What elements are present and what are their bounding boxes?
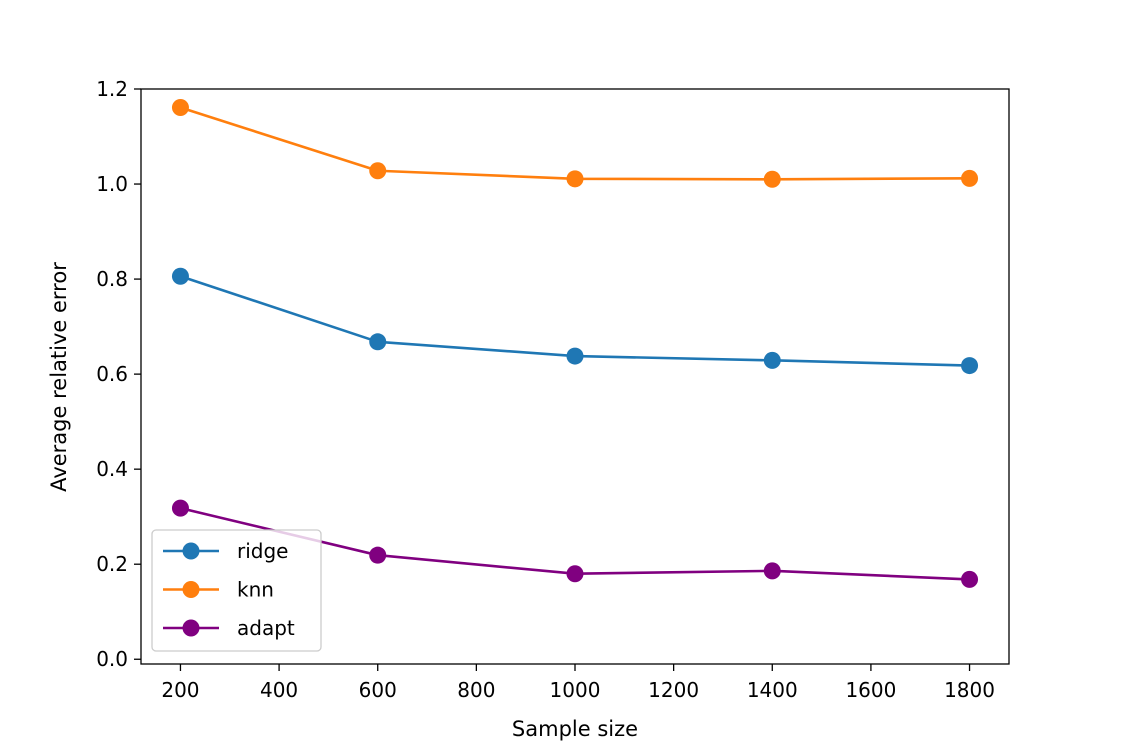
data-point-ridge <box>369 333 387 351</box>
plot-area-frame <box>140 88 1010 665</box>
legend-entry-adapt: adapt <box>163 616 295 640</box>
legend-swatch-marker <box>182 581 200 598</box>
series-line-knn <box>180 106 970 181</box>
data-point-knn <box>763 170 781 188</box>
series-layer <box>171 99 979 588</box>
y-tick-label: 0.4 <box>96 457 128 481</box>
legend-label: ridge <box>237 539 288 563</box>
x-tick-label: 1600 <box>845 678 896 702</box>
x-tick-label: 1400 <box>747 678 798 702</box>
data-point-adapt <box>961 570 979 588</box>
data-point-ridge <box>171 267 189 285</box>
data-point-adapt <box>763 562 781 580</box>
legend-entry-ridge: ridge <box>163 539 288 563</box>
legend: ridge knn adapt <box>151 529 322 652</box>
data-point-knn <box>369 162 387 180</box>
x-tick-label: 400 <box>260 678 298 702</box>
series-ridge <box>171 267 979 375</box>
y-tick-label: 0.2 <box>96 552 128 576</box>
data-point-ridge <box>961 357 979 375</box>
legend-entry-knn: knn <box>163 578 274 602</box>
x-axis-ticks: 200 400 600 800 1000 1200 1400 1600 1800 <box>161 664 995 702</box>
legend-swatch-marker <box>182 619 200 637</box>
data-point-knn <box>961 169 979 187</box>
y-tick-label: 0.0 <box>96 647 128 671</box>
data-point-ridge <box>566 347 584 365</box>
y-tick-label: 1.2 <box>96 77 128 101</box>
x-tick-label: 200 <box>161 678 199 702</box>
data-point-knn <box>566 170 584 188</box>
y-axis-label: Average relative error <box>47 262 71 492</box>
y-tick-label: 1.0 <box>96 172 128 196</box>
x-tick-label: 1000 <box>550 678 601 702</box>
series-adapt <box>171 499 979 588</box>
legend-label: knn <box>237 578 274 602</box>
y-tick-label: 0.6 <box>96 362 128 386</box>
data-point-adapt <box>566 565 584 583</box>
x-tick-label: 800 <box>457 678 495 702</box>
data-point-adapt <box>369 546 387 564</box>
legend-label: adapt <box>237 616 295 640</box>
x-axis-label: Sample size <box>512 717 638 741</box>
data-point-knn <box>171 99 189 117</box>
x-tick-label: 600 <box>359 678 397 702</box>
data-point-ridge <box>763 351 781 369</box>
series-knn <box>171 99 979 188</box>
x-tick-label: 1800 <box>944 678 995 702</box>
y-axis-ticks: 0.0 0.2 0.4 0.6 0.8 1.0 1.2 <box>96 77 141 671</box>
x-tick-label: 1200 <box>648 678 699 702</box>
y-tick-label: 0.8 <box>96 267 128 291</box>
data-point-adapt <box>171 499 189 517</box>
legend-swatch-marker <box>182 542 200 560</box>
